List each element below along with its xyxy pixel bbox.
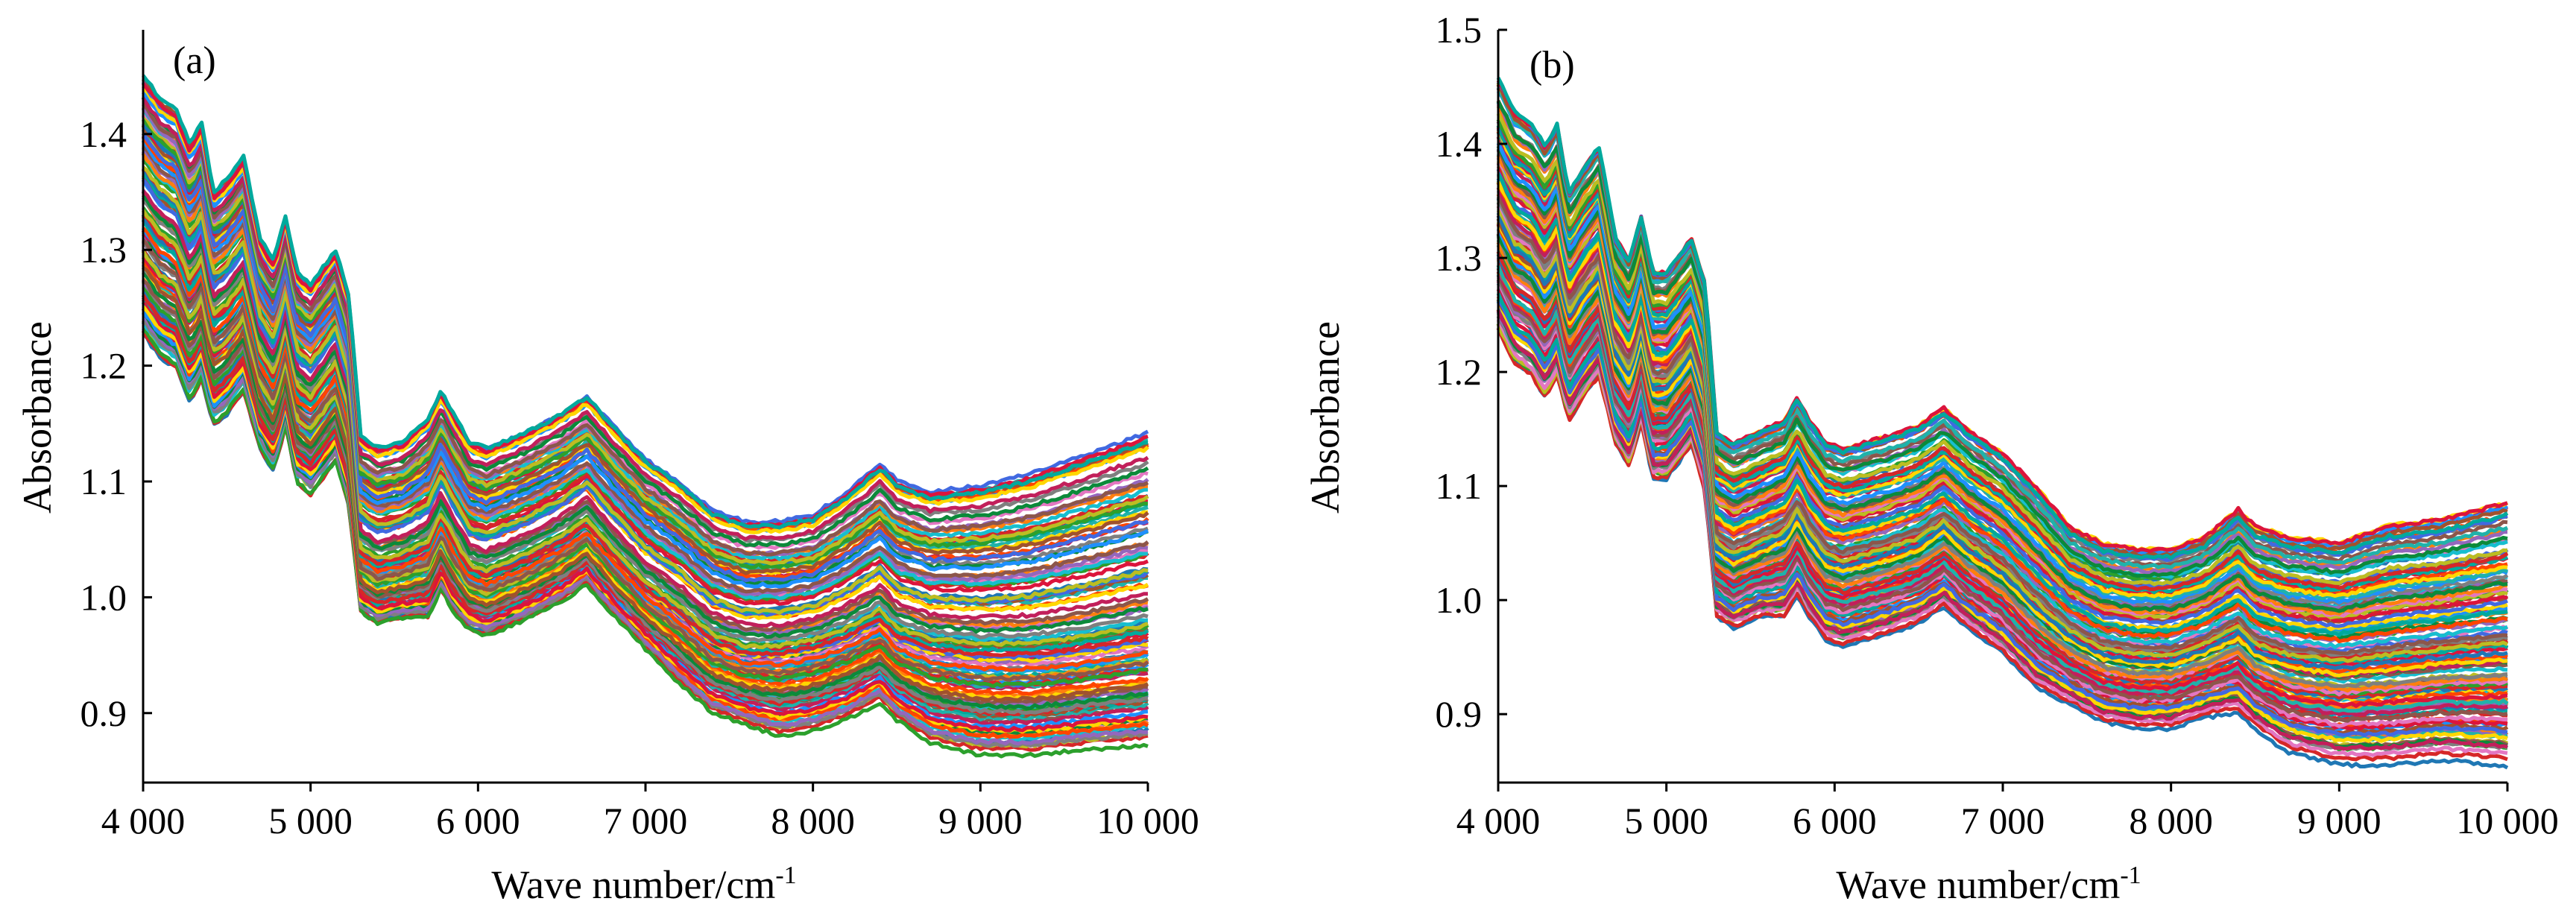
spectrum-line-a-37 (142, 265, 1149, 702)
spectrum-line-b-104 (1496, 113, 2508, 587)
y-tick-label-b-0: 0.9 (1436, 693, 1483, 735)
spectrum-line-b-18 (1496, 298, 2508, 737)
spectrum-line-a-76 (141, 174, 1149, 621)
spectrum-line-a-3 (142, 327, 1149, 759)
spectrum-line-b-70 (1496, 195, 2508, 656)
x-tick-label-a-5: 9 000 (938, 800, 1023, 841)
x-tick-label-b-0: 4 000 (1456, 800, 1541, 841)
spectrum-line-a-93 (141, 139, 1149, 589)
x-tick-label-b-6: 10 000 (2456, 800, 2559, 841)
spectrum-line-a-84 (142, 165, 1149, 615)
x-axis-label-text-b: Wave number/cm (1836, 862, 2120, 907)
x-axis-label-text-a: Wave number/cm (491, 862, 775, 907)
axes-a: 4 000 5 000 6 000 7 000 8 000 9 000 10 000 0.9 1… (80, 30, 1199, 841)
spectrum-line-a-64 (141, 209, 1149, 650)
y-tick-label-b-3: 1.2 (1436, 351, 1483, 393)
spectrum-line-b-74 (1496, 182, 2508, 644)
spectrum-line-a-19 (141, 298, 1149, 733)
spectrum-line-b-42 (1496, 250, 2508, 700)
x-tick-label-a-1: 5 000 (268, 800, 353, 841)
x-tick-label-a-2: 6 000 (436, 800, 520, 841)
spectrum-line-b-16 (1496, 299, 2508, 743)
spectrum-line-b-93 (1496, 142, 2508, 604)
chart-panel-b: 4 000 5 000 6 000 7 000 8 000 9 000 10 000 0.9 1… (1288, 0, 2576, 913)
y-tick-label-b-5: 1.4 (1436, 123, 1483, 165)
spectrum-line-a-96 (141, 132, 1149, 575)
spectrum-line-b-120 (1496, 77, 2509, 560)
y-tick-label-b-1: 1.0 (1436, 579, 1483, 621)
spectrum-line-b-30 (1496, 274, 2508, 723)
spectrum-line-b-61 (1496, 215, 2508, 671)
spectrum-line-a-68 (142, 198, 1149, 642)
spectrum-line-a-104 (141, 113, 1149, 566)
spectrum-line-b-78 (1496, 168, 2508, 628)
spectrum-line-a-98 (141, 132, 1149, 583)
spectrum-line-a-54 (142, 227, 1149, 672)
x-tick-label-b-2: 6 000 (1793, 800, 1877, 841)
x-axis-label-sup-a: -1 (775, 862, 796, 889)
y-tick-label-a-2: 1.1 (80, 461, 127, 502)
y-tick-label-b-6: 1.5 (1436, 9, 1483, 51)
x-tick-label-b-1: 5 000 (1624, 800, 1708, 841)
spectrum-line-a-110 (142, 102, 1149, 557)
y-axis-label-b: Absorbance (1303, 321, 1348, 514)
spectrum-line-a-50 (142, 238, 1149, 682)
x-axis-label-b: Wave number/cm-1 (1836, 862, 2141, 907)
x-tick-label-a-4: 8 000 (771, 800, 855, 841)
y-tick-label-b-2: 1.1 (1436, 465, 1483, 507)
y-tick-label-a-3: 1.2 (80, 345, 127, 387)
x-tick-label-b-5: 9 000 (2297, 800, 2381, 841)
y-tick-label-a-4: 1.3 (80, 229, 127, 271)
x-tick-label-b-3: 7 000 (1961, 800, 2045, 841)
spectra-series-b (1496, 77, 2509, 770)
y-tick-label-a-5: 1.4 (80, 113, 127, 155)
spectrum-line-b-47 (1496, 241, 2508, 693)
spectrum-line-b-48 (1496, 236, 2508, 689)
spectrum-line-b-115 (1496, 86, 2509, 569)
x-tick-label-a-6: 10 000 (1096, 800, 1199, 841)
spectrum-line-b-102 (1496, 120, 2509, 592)
x-axis-label-a: Wave number/cm-1 (491, 862, 796, 907)
spectrum-line-a-120 (141, 74, 1149, 530)
spectrum-line-b-80 (1496, 173, 2508, 637)
spectrum-line-a-71 (141, 194, 1149, 639)
spectrum-line-b-56 (1496, 221, 2508, 677)
spectrum-line-b-2 (1496, 327, 2508, 762)
x-tick-label-a-0: 4 000 (101, 800, 186, 841)
spectrum-line-b-91 (1496, 145, 2508, 613)
spectrum-line-b-111 (1496, 100, 2508, 578)
y-tick-label-b-4: 1.3 (1436, 237, 1483, 279)
chart-a-svg: 4 000 5 000 6 000 7 000 8 000 9 000 10 000 0.9 1… (15, 30, 1199, 907)
spectra-series-a (141, 74, 1149, 759)
spectrum-line-a-62 (142, 213, 1149, 657)
x-axis-label-sup-b: -1 (2120, 862, 2141, 889)
spectrum-line-b-5 (1496, 318, 2508, 757)
spectrum-line-a-112 (141, 97, 1149, 541)
y-axis-label-a: Absorbance (15, 321, 60, 514)
chart-b-svg: 4 000 5 000 6 000 7 000 8 000 9 000 10 000 0.9 1… (1303, 9, 2559, 907)
spectrum-line-b-64 (1496, 209, 2509, 663)
y-tick-label-a-1: 1.0 (80, 576, 127, 618)
spectrum-line-a-72 (142, 189, 1148, 628)
y-tick-label-a-0: 0.9 (80, 692, 127, 734)
panel-label-b: (b) (1530, 44, 1575, 86)
axes-b: 4 000 5 000 6 000 7 000 8 000 9 000 10 000 0.9 1… (1436, 9, 2559, 841)
x-tick-label-b-4: 8 000 (2129, 800, 2213, 841)
spectrum-line-b-12 (1496, 309, 2508, 751)
x-tick-label-a-3: 7 000 (604, 800, 688, 841)
chart-panel-a: 4 000 5 000 6 000 7 000 8 000 9 000 10 000 0.9 1… (15, 30, 1199, 907)
panel-label-a: (a) (173, 40, 216, 82)
spectrum-line-a-9 (142, 315, 1149, 746)
spectrum-line-b-35 (1496, 264, 2509, 713)
